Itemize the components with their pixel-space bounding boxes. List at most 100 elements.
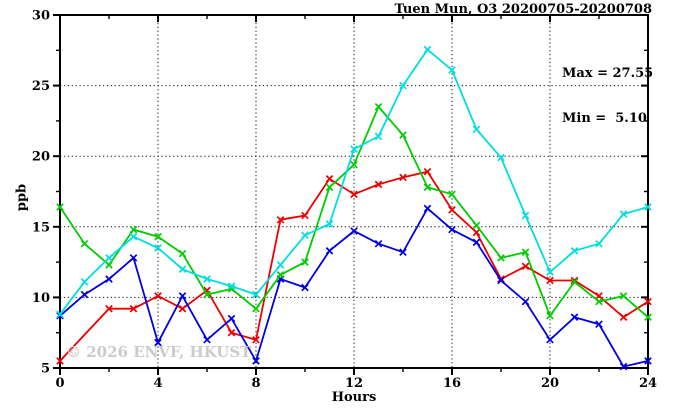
day-series-green-marker (399, 131, 407, 139)
day-series-red-marker (546, 276, 554, 285)
day-series-blue-marker (56, 311, 64, 320)
y-axis-title: ppb (14, 183, 30, 212)
day-series-green-marker (203, 290, 211, 299)
day-series-cyan-marker (644, 203, 652, 211)
day-series-blue-marker (497, 276, 505, 285)
day-series-cyan-marker (595, 239, 603, 248)
y-tick-label: 10 (32, 291, 50, 306)
y-tick-label: 25 (32, 79, 50, 94)
day-series-green-marker (276, 271, 285, 279)
day-series-cyan-marker (227, 282, 236, 290)
day-series-red-marker (448, 206, 456, 214)
day-series-blue-marker (154, 338, 162, 347)
day-series-cyan-marker (619, 210, 628, 218)
day-series-blue-marker (350, 227, 358, 235)
day-series-blue-marker (301, 283, 309, 292)
day-series-green-marker (154, 232, 162, 241)
day-series-green-marker (252, 304, 260, 313)
day-series-cyan-marker (56, 310, 64, 319)
day-series-cyan-marker (570, 247, 579, 255)
day-series-red-marker (350, 190, 358, 199)
day-series-cyan-marker (276, 261, 285, 269)
day-series-green-marker (56, 203, 64, 211)
day-series-green-marker (129, 225, 138, 234)
day-series-cyan-marker (154, 244, 162, 252)
day-series-red-marker (595, 292, 603, 300)
day-series-red-marker (374, 180, 383, 189)
day-series-blue-marker (472, 238, 481, 247)
day-series-blue-marker (546, 335, 554, 344)
day-series-red-marker (472, 228, 481, 237)
day-series-green-marker (595, 297, 603, 306)
x-tick-label: 4 (153, 376, 162, 391)
day-series-red-marker (325, 174, 334, 183)
day-series-blue-marker (374, 239, 383, 248)
y-tick-label: 30 (32, 9, 50, 24)
max-value-label: Max = 27.55 (562, 66, 654, 81)
day-series-green-marker (497, 254, 505, 262)
watermark: © 2026 ENVF, HKUST (66, 343, 252, 361)
day-series-blue-marker (399, 248, 407, 257)
day-series-cyan-marker (423, 45, 432, 54)
day-series-green-marker (105, 261, 113, 269)
day-series-blue-marker (521, 297, 530, 306)
day-series-green-marker (448, 190, 456, 199)
day-series-green-marker (521, 248, 530, 257)
x-tick-label: 0 (55, 376, 64, 391)
day-series-green-marker (472, 221, 481, 230)
day-series-cyan-marker (129, 232, 138, 241)
day-series-blue-marker (644, 357, 652, 365)
x-tick-label: 12 (345, 376, 363, 391)
day-series-blue-marker (178, 292, 187, 300)
day-series-green-marker (423, 183, 432, 192)
x-tick-label: 16 (443, 376, 461, 391)
day-series-green-marker (80, 239, 89, 248)
day-series-red-marker (521, 262, 530, 271)
day-series-blue-marker (570, 313, 579, 321)
day-series-cyan-marker (80, 278, 89, 286)
day-series-green-line (59, 105, 649, 318)
day-series-red-marker (619, 313, 628, 321)
day-series-blue-marker (619, 362, 628, 371)
x-axis-title: Hours (331, 390, 377, 405)
day-series-blue-marker (80, 290, 89, 299)
day-series-green-marker (619, 292, 628, 300)
y-tick-label: 15 (32, 220, 50, 235)
day-series-cyan-marker (448, 66, 456, 74)
day-series-cyan-marker (252, 290, 260, 299)
day-series-blue-marker (105, 275, 113, 283)
day-series-red-line (59, 170, 649, 362)
day-series-red-marker (399, 173, 407, 182)
day-series-blue-marker (203, 335, 211, 344)
day-series-cyan-marker (325, 220, 334, 228)
x-tick-label: 20 (541, 376, 559, 391)
day-series-red-marker (154, 292, 162, 300)
y-tick-label: 20 (32, 150, 50, 165)
day-series-green-marker (301, 258, 309, 266)
day-series-green-marker (546, 311, 554, 320)
day-series-cyan-marker (105, 254, 113, 262)
day-series-green-marker (178, 249, 187, 258)
day-series-green-marker (325, 183, 334, 192)
day-series-green-marker (374, 102, 383, 111)
day-series-cyan-marker (399, 81, 407, 90)
day-series-blue-marker (448, 225, 456, 234)
day-series-blue-marker (252, 357, 260, 365)
day-series-cyan-marker (497, 153, 505, 162)
chart-title: Tuen Mun, O3 20200705-20200708 (394, 2, 652, 17)
day-series-green-marker (350, 160, 358, 169)
day-series-blue-marker (423, 204, 432, 213)
day-series-red-marker (301, 211, 309, 220)
day-series-cyan-marker (374, 132, 383, 141)
day-series-red-marker (178, 304, 187, 313)
day-series-green-marker (570, 278, 579, 286)
day-series-cyan-marker (472, 125, 481, 134)
day-series-green-marker (644, 313, 652, 321)
day-series-red-marker (252, 335, 260, 344)
day-series-cyan-marker (301, 231, 309, 240)
day-series-blue-marker (595, 320, 603, 329)
day-series-red-marker (56, 357, 64, 365)
day-series-blue-marker (227, 314, 236, 323)
